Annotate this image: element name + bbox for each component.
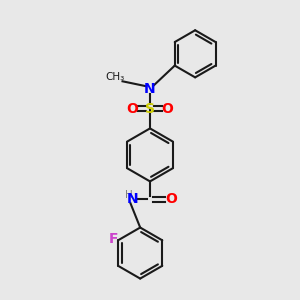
Text: O: O [166,192,178,206]
Text: N: N [144,82,156,96]
Text: N: N [127,192,138,206]
Text: O: O [126,102,138,116]
Text: F: F [108,232,118,246]
Text: S: S [145,102,155,116]
Text: CH₃: CH₃ [105,72,124,82]
Text: O: O [162,102,174,116]
Text: H: H [124,190,132,200]
